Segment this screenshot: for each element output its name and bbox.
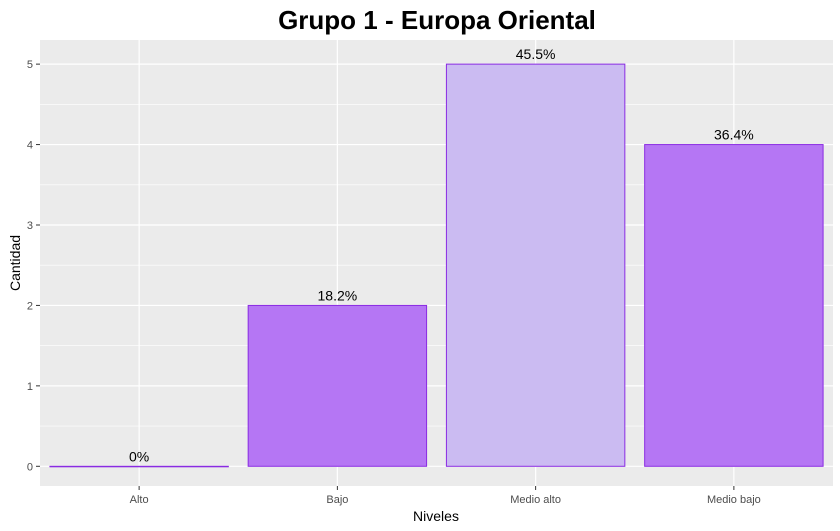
data-labels: 0% 18.2% 45.5% 36.4% bbox=[129, 46, 754, 464]
y-tick-label: 1 bbox=[27, 381, 33, 393]
data-label: 18.2% bbox=[318, 287, 358, 303]
x-tick-label: Alto bbox=[130, 494, 149, 506]
chart-title: Grupo 1 - Europa Oriental bbox=[278, 5, 596, 35]
x-tick-label: Medio alto bbox=[510, 494, 561, 506]
bar-medio-alto bbox=[445, 63, 626, 467]
y-axis-title: Cantidad bbox=[7, 235, 23, 291]
x-axis-title: Niveles bbox=[413, 508, 459, 524]
data-label: 0% bbox=[129, 448, 149, 464]
y-tick-label: 0 bbox=[27, 461, 33, 473]
bar-bajo bbox=[247, 304, 428, 467]
y-axis: 0 1 2 3 4 5 bbox=[27, 59, 40, 473]
y-tick-label: 3 bbox=[27, 220, 33, 232]
bars bbox=[49, 63, 824, 468]
x-axis: Alto Bajo Medio alto Medio bajo bbox=[130, 486, 761, 506]
y-tick-label: 4 bbox=[27, 140, 33, 152]
data-label: 36.4% bbox=[714, 127, 754, 143]
x-tick-label: Bajo bbox=[326, 494, 348, 506]
bar-medio-bajo bbox=[644, 144, 824, 467]
y-tick-label: 5 bbox=[27, 59, 33, 71]
x-tick-label: Medio bajo bbox=[707, 494, 761, 506]
bar-alto bbox=[49, 465, 229, 468]
data-label: 45.5% bbox=[516, 46, 556, 62]
y-tick-label: 2 bbox=[27, 300, 33, 312]
